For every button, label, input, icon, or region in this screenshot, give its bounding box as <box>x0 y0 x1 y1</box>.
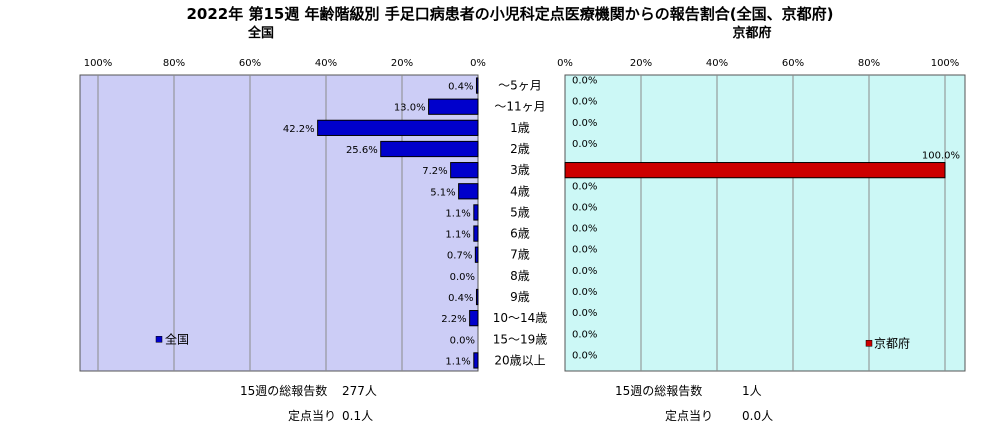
category-label: ～11ヶ月 <box>494 100 545 114</box>
category-label: ～5ヶ月 <box>498 79 542 93</box>
right-data-label: 0.0% <box>572 118 597 129</box>
left-data-label: 0.0% <box>450 272 475 283</box>
left-data-label: 1.1% <box>445 356 470 367</box>
category-label: 3歳 <box>510 163 530 177</box>
left-bar <box>475 288 479 306</box>
category-label: 8歳 <box>510 269 530 283</box>
chart-title: 2022年 第15週 年齢階級別 手足口病患者の小児科定点医療機関からの報告割合… <box>186 5 833 23</box>
left-bar <box>317 119 479 136</box>
category-label: 6歳 <box>510 227 530 241</box>
left-data-label: 25.6% <box>346 145 378 156</box>
right-legend-label: 京都府 <box>874 335 910 350</box>
left-bar <box>473 352 479 369</box>
right-data-label: 100.0% <box>922 151 960 162</box>
left-tick-label: 60% <box>239 58 261 69</box>
left-bar <box>474 246 479 263</box>
left-legend-label: 全国 <box>165 331 189 346</box>
left-panel-title: 全国 <box>247 25 274 41</box>
category-label: 1歳 <box>510 121 530 135</box>
right-tick-label: 20% <box>630 58 652 69</box>
left-data-label: 0.7% <box>447 251 472 262</box>
right-data-label: 0.0% <box>572 181 597 192</box>
right-data-label: 0.0% <box>572 308 597 319</box>
left-tick-label: 40% <box>315 58 337 69</box>
right-tick-label: 80% <box>858 58 880 69</box>
left-footer-total-value: 277人 <box>342 384 377 398</box>
left-data-label: 2.2% <box>441 314 466 325</box>
right-footer-per-value: 0.0人 <box>742 409 773 423</box>
category-label: 2歳 <box>510 142 530 156</box>
left-footer-total-label: 15週の総報告数 <box>240 383 327 398</box>
left-bar <box>380 140 479 158</box>
left-footer-per-value: 0.1人 <box>342 409 373 423</box>
left-panel: 0% 20% 40% 60% 80% 100% 0.4% 13.0% 42.2% 25.6% 7.2… <box>79 58 486 372</box>
right-panel-title: 京都府 <box>732 25 771 41</box>
right-data-label: 0.0% <box>572 350 597 361</box>
right-panel: 0% 20% 40% 60% 80% 100% 0.0% 0.0% 0.0% 0.0% 100.0%… <box>557 58 966 372</box>
left-data-label: 7.2% <box>422 166 447 177</box>
right-footer: 15週の総報告数 1人 定点当り 0.0人 <box>615 383 773 423</box>
left-data-label: 42.2% <box>283 124 315 135</box>
left-bar <box>473 204 479 221</box>
category-label: 9歳 <box>510 290 530 304</box>
category-label: 10～14歳 <box>493 311 548 325</box>
left-data-label: 5.1% <box>430 187 455 198</box>
category-label: 15～19歳 <box>493 332 548 346</box>
right-plot-area <box>564 74 966 372</box>
right-tick-label: 60% <box>782 58 804 69</box>
left-legend-swatch <box>155 336 163 343</box>
right-footer-total-value: 1人 <box>742 384 762 398</box>
right-data-label: 0.0% <box>572 139 597 150</box>
right-tick-label: 100% <box>931 58 960 69</box>
left-data-label: 0.0% <box>450 335 475 346</box>
left-bar <box>469 310 479 327</box>
left-data-label: 1.1% <box>445 230 470 241</box>
left-footer-per-label: 定点当り <box>288 408 336 423</box>
left-bar <box>475 77 479 94</box>
category-label: 5歳 <box>510 205 530 219</box>
left-tick-label: 80% <box>163 58 185 69</box>
right-data-label: 0.0% <box>572 224 597 235</box>
right-data-label: 0.0% <box>572 266 597 277</box>
left-bar <box>428 98 479 115</box>
left-tick-label: 100% <box>84 58 113 69</box>
left-bar <box>473 225 479 242</box>
right-legend-swatch <box>865 340 873 347</box>
left-data-label: 0.4% <box>448 293 473 304</box>
right-footer-per-label: 定点当り <box>665 408 713 423</box>
left-tick-label: 20% <box>391 58 413 69</box>
left-plot-area <box>79 74 479 372</box>
left-data-label: 13.0% <box>394 103 426 114</box>
right-tick-label: 0% <box>557 58 573 69</box>
right-bar <box>564 162 946 179</box>
category-label: 7歳 <box>510 248 530 262</box>
right-data-label: 0.0% <box>572 97 597 108</box>
category-label: 4歳 <box>510 184 530 198</box>
category-label: 20歳以上 <box>494 353 545 367</box>
right-data-label: 0.0% <box>572 329 597 340</box>
left-tick-label: 0% <box>470 58 486 69</box>
left-bar <box>450 162 479 179</box>
right-data-label: 0.0% <box>572 245 597 256</box>
left-bar <box>458 183 479 200</box>
right-data-label: 0.0% <box>572 76 597 87</box>
right-data-label: 0.0% <box>572 202 597 213</box>
left-footer: 15週の総報告数 277人 定点当り 0.1人 <box>240 383 377 423</box>
right-tick-label: 40% <box>706 58 728 69</box>
right-data-label: 0.0% <box>572 287 597 298</box>
left-data-label: 1.1% <box>445 208 470 219</box>
left-data-label: 0.4% <box>448 82 473 93</box>
right-footer-total-label: 15週の総報告数 <box>615 383 702 398</box>
